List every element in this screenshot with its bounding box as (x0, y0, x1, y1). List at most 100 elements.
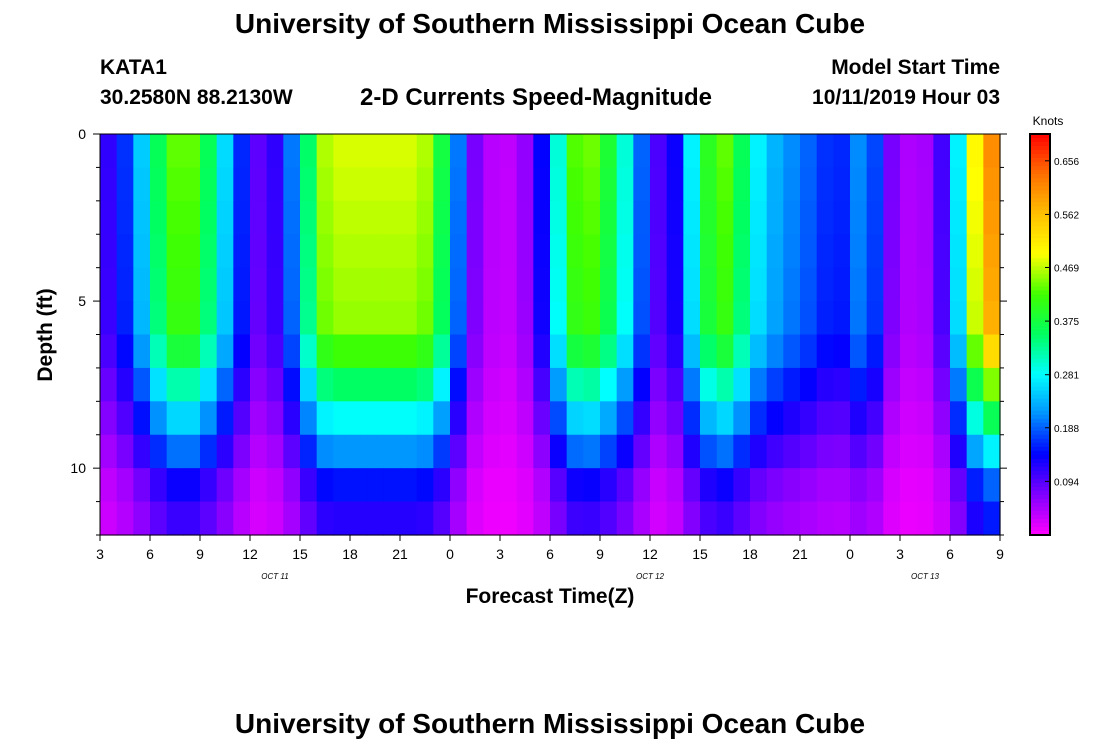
heatmap-cell (983, 434, 1001, 469)
heatmap-cell (450, 334, 468, 369)
colorbar-swatch (1030, 250, 1050, 255)
heatmap-cell (166, 301, 184, 336)
heatmap-cell (866, 200, 884, 235)
heatmap-cell (733, 367, 751, 402)
heatmap-cell (650, 200, 668, 235)
heatmap-cell (666, 267, 684, 302)
heatmap-cell (716, 234, 734, 269)
heatmap-cell (200, 234, 218, 269)
heatmap-cell (450, 401, 468, 436)
colorbar-swatch (1030, 162, 1050, 167)
heatmap-cell (183, 468, 201, 503)
heatmap-cell (700, 434, 718, 469)
heatmap-cell (366, 367, 384, 402)
heatmap-cell (716, 468, 734, 503)
heatmap-cell (266, 468, 284, 503)
heatmap-cell (500, 468, 518, 503)
colorbar-swatch (1030, 178, 1050, 183)
heatmap-cell (150, 501, 168, 536)
colorbar-swatch (1030, 238, 1050, 243)
heatmap-cell (266, 167, 284, 202)
heatmap-cell (500, 167, 518, 202)
heatmap-cell (750, 200, 768, 235)
heatmap-cell (400, 234, 418, 269)
heatmap-cell (133, 401, 151, 436)
heatmap-cell (283, 200, 301, 235)
heatmap-cell (616, 167, 634, 202)
heatmap-cell (633, 200, 651, 235)
colorbar-swatch (1030, 210, 1050, 215)
heatmap-cell (983, 468, 1001, 503)
heatmap-cell (500, 401, 518, 436)
heatmap-cell (850, 234, 868, 269)
heatmap-cell (283, 234, 301, 269)
heatmap-cell (533, 334, 551, 369)
heatmap-cell (133, 367, 151, 402)
heatmap-cell (933, 200, 951, 235)
heatmap-cell (700, 167, 718, 202)
heatmap-cell (466, 334, 484, 369)
colorbar-swatch (1030, 342, 1050, 348)
heatmap-cell (716, 200, 734, 235)
heatmap-cell (250, 134, 268, 169)
heatmap-cell (250, 501, 268, 536)
heatmap-cell (633, 167, 651, 202)
heatmap-cell (733, 468, 751, 503)
x-tick-label: 9 (596, 546, 604, 562)
heatmap-cell (650, 234, 668, 269)
heatmap-cell (500, 234, 518, 269)
heatmap-cell (266, 134, 284, 169)
heatmap-cell (400, 401, 418, 436)
x-tick-label: 12 (242, 546, 258, 562)
heatmap-cell (333, 301, 351, 336)
heatmap-cell (783, 301, 801, 336)
heatmap-cell (483, 434, 501, 469)
heatmap-cell (300, 167, 318, 202)
heatmap-cell (350, 200, 368, 235)
heatmap-cell (616, 468, 634, 503)
heatmap-cell (966, 200, 984, 235)
heatmap-cell (300, 367, 318, 402)
heatmap-cell (550, 468, 568, 503)
colorbar-swatch (1030, 518, 1050, 524)
heatmap-cell (116, 501, 134, 536)
heatmap-cell (266, 434, 284, 469)
heatmap-cell (666, 301, 684, 336)
heatmap-cell (950, 301, 968, 336)
heatmap-cell (166, 167, 184, 202)
heatmap-cell (333, 468, 351, 503)
heatmap-cell (700, 200, 718, 235)
heatmap-cell (850, 401, 868, 436)
heatmap-cell (800, 267, 818, 302)
heatmap-cell (700, 334, 718, 369)
heatmap-cell (700, 367, 718, 402)
heatmap-cell (350, 301, 368, 336)
page-title-bottom: University of Southern Mississippi Ocean… (234, 708, 866, 739)
heatmap-cell (933, 334, 951, 369)
heatmap-cell (100, 434, 118, 469)
heatmap-cell (483, 468, 501, 503)
heatmap-cell (633, 367, 651, 402)
heatmap-cell (716, 167, 734, 202)
colorbar-swatch (1030, 366, 1050, 372)
colorbar-swatch (1030, 370, 1050, 376)
heatmap-cell (116, 301, 134, 336)
heatmap-cell (766, 301, 784, 336)
colorbar-swatch (1030, 382, 1050, 388)
heatmap-cell (666, 468, 684, 503)
heatmap-cell (783, 234, 801, 269)
heatmap-cell (366, 234, 384, 269)
heatmap-cell (616, 367, 634, 402)
heatmap-cell (483, 301, 501, 336)
heatmap-cell (833, 434, 851, 469)
heatmap-cell (700, 401, 718, 436)
heatmap-cell (483, 200, 501, 235)
heatmap-cell (166, 367, 184, 402)
heatmap-cell (983, 167, 1001, 202)
heatmap-cell (850, 334, 868, 369)
heatmap-cell (183, 167, 201, 202)
heatmap-cell (433, 367, 451, 402)
heatmap-cell (700, 234, 718, 269)
heatmap-cell (566, 367, 584, 402)
heatmap-cell (566, 267, 584, 302)
